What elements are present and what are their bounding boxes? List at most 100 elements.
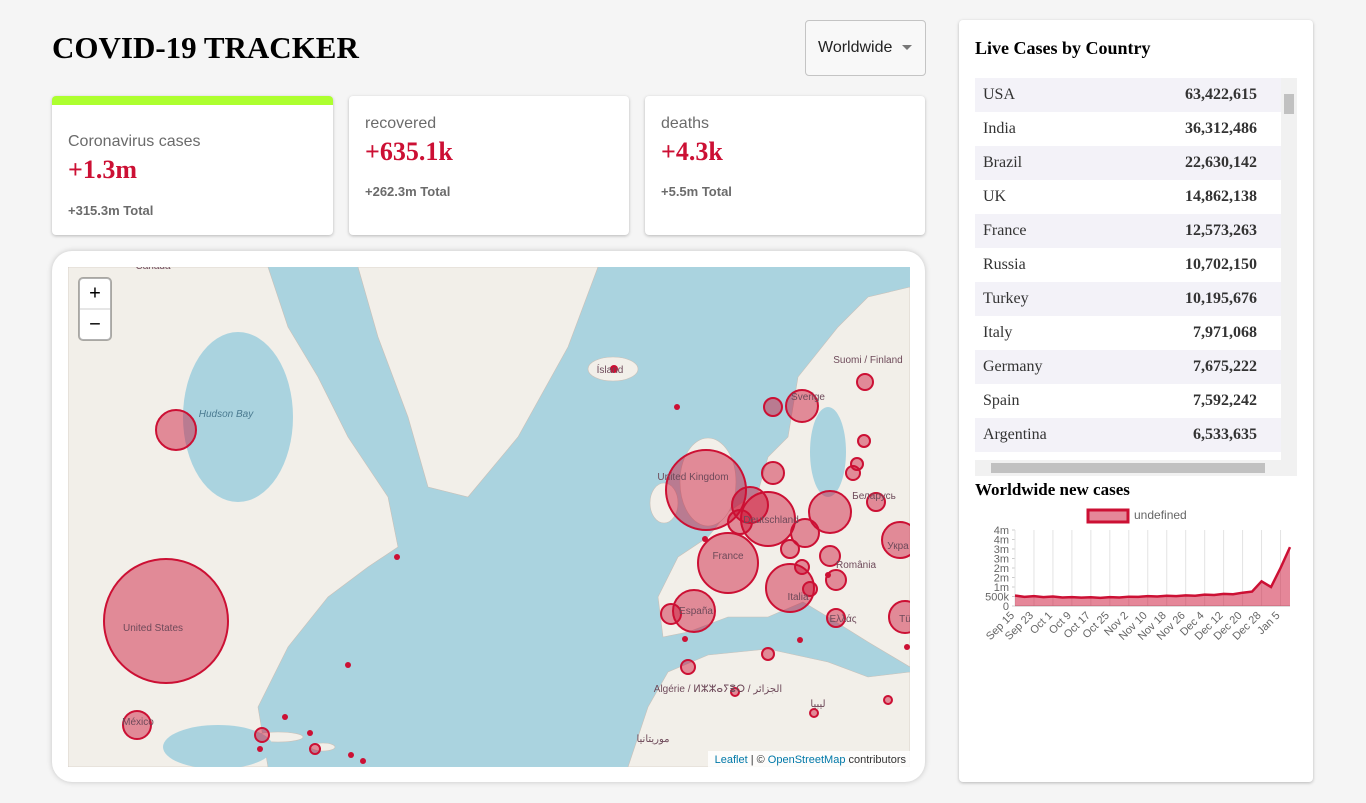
map-label: Укра xyxy=(887,541,909,552)
table-row: Brazil 22,630,142 xyxy=(975,146,1281,180)
line xyxy=(1014,546,1292,600)
h-scrollbar[interactable] xyxy=(975,460,1297,476)
map-label: România xyxy=(836,560,876,571)
y-tick-label: 3m xyxy=(994,544,1009,556)
cases: 12,573,263 xyxy=(1185,222,1257,239)
map-label: Canada xyxy=(135,267,170,272)
table-row: UK 14,862,138 xyxy=(975,180,1281,214)
map-label: موريتانيا xyxy=(636,734,669,745)
leaflet-link[interactable]: Leaflet xyxy=(715,754,748,766)
cases: 7,971,068 xyxy=(1193,324,1257,341)
attribution-separator: | © xyxy=(751,754,765,766)
map-label: México xyxy=(122,717,154,728)
country: France xyxy=(983,222,1027,239)
table-row: Turkey 10,195,676 xyxy=(975,282,1281,316)
table-row: France 12,573,263 xyxy=(975,214,1281,248)
inland-water xyxy=(163,332,846,767)
y-tick-label: 1m xyxy=(994,582,1009,594)
country: USA xyxy=(983,86,1016,103)
attribution: Leaflet | © OpenStreetMap contributors xyxy=(715,754,907,766)
table-row: USA 63,422,615 xyxy=(975,78,1281,112)
cases: 7,675,222 xyxy=(1193,358,1257,375)
legend-label: undefined xyxy=(1134,508,1187,522)
map-label: United Kingdom xyxy=(657,472,728,483)
stat-title: deaths xyxy=(661,115,710,132)
country: Spain xyxy=(983,392,1020,409)
chart-title: Worldwide new cases xyxy=(975,480,1130,499)
table-row: Italy 7,971,068 xyxy=(975,316,1281,350)
map[interactable]: Canada Hudson Bay Ísland Sverige Suomi /… xyxy=(68,267,910,767)
zoom-out[interactable]: − xyxy=(89,313,101,335)
osm-link[interactable]: OpenStreetMap xyxy=(768,754,846,766)
y-tick-label: 500k xyxy=(985,592,1009,604)
stat-total: +315.3m Total xyxy=(68,203,154,218)
map-labels: Canada Hudson Bay Ísland Sverige Suomi /… xyxy=(122,267,910,745)
map-label: ليبيا xyxy=(810,699,825,710)
map-label: Беларусь xyxy=(852,491,896,502)
attribution-bg xyxy=(708,751,910,767)
y-tick-label: 2m xyxy=(994,563,1009,575)
stat-today: +1.3m xyxy=(68,155,137,184)
cases: 63,422,615 xyxy=(1185,86,1257,103)
stat-title: recovered xyxy=(365,115,437,132)
cases: 36,312,486 xyxy=(1185,120,1257,137)
cases: 6,533,635 xyxy=(1193,426,1257,443)
map-label: Hudson Bay xyxy=(199,409,254,420)
country: Germany xyxy=(983,358,1043,375)
zoom-in[interactable]: + xyxy=(89,282,101,304)
country: Turkey xyxy=(983,290,1029,307)
map-label: Ελλάς xyxy=(829,613,856,625)
legend-swatch xyxy=(1086,508,1130,524)
cases: 10,702,150 xyxy=(1185,256,1257,273)
map-label: Italia xyxy=(787,592,809,603)
map-label: Algérie / ⵍⵣⵣⴰⵢⴻⵔ / الجزائر xyxy=(654,684,782,695)
case-dots xyxy=(257,365,910,764)
select-value: Worldwide xyxy=(818,39,893,56)
y-tick-label: 4m xyxy=(994,525,1009,537)
map-label: Deutschland xyxy=(743,515,799,526)
table-row: Germany 7,675,222 xyxy=(975,350,1281,384)
country-table[interactable]: USA 63,422,615 India 36,312,486 Brazil 22,630… xyxy=(975,78,1297,476)
country: Argentina xyxy=(983,426,1047,443)
map-label: France xyxy=(712,551,744,562)
dropdown-arrow xyxy=(902,45,912,50)
table-row: Russia 10,702,150 xyxy=(975,248,1281,282)
stat-card[interactable]: recovered +635.1k +262.3m Total xyxy=(349,96,629,235)
stat-total: +5.5m Total xyxy=(661,184,732,199)
v-scrollbar[interactable] xyxy=(1281,78,1297,460)
map-label: Suomi / Finland xyxy=(833,355,902,366)
table-row: Spain 7,592,242 xyxy=(975,384,1281,418)
stat-today: +635.1k xyxy=(365,137,453,166)
country: Brazil xyxy=(983,154,1023,171)
stat-total: +262.3m Total xyxy=(365,184,451,199)
country: UK xyxy=(983,188,1007,205)
cases: 14,862,138 xyxy=(1185,188,1257,205)
country: Italy xyxy=(983,324,1013,341)
case-circles xyxy=(103,373,910,755)
stat-today: +4.3k xyxy=(661,137,723,166)
table-title: Live Cases by Country xyxy=(975,38,1151,58)
stat-card[interactable]: deaths +4.3k +5.5m Total xyxy=(645,96,925,235)
country-select[interactable]: Worldwide xyxy=(805,20,926,76)
map-label: España xyxy=(679,606,713,617)
sidebar: Live Cases by Country USA 63,422,615 India… xyxy=(959,20,1313,782)
y-tick-label: 4m xyxy=(994,535,1009,547)
cases: 7,592,242 xyxy=(1193,392,1257,409)
stat-title: Coronavirus cases xyxy=(68,133,201,150)
y-tick-label: 3m xyxy=(994,554,1009,566)
table-row: India 36,312,486 xyxy=(975,112,1281,146)
y-tick-label: 2m xyxy=(994,573,1009,585)
cases: 10,195,676 xyxy=(1185,290,1257,307)
zoom-control: + − xyxy=(78,277,112,341)
table-row: Argentina 6,533,635 xyxy=(975,418,1281,452)
attribution-text: contributors xyxy=(849,754,907,766)
cases: 22,630,142 xyxy=(1185,154,1257,171)
country: Russia xyxy=(983,256,1026,273)
map-label: United States xyxy=(123,623,183,634)
map-label: Ísland xyxy=(597,363,624,376)
app-title: COVID-19 TRACKER xyxy=(52,30,359,65)
map-label: Tü xyxy=(899,614,910,625)
stat-card[interactable]: Coronavirus cases +1.3m +315.3m Total xyxy=(52,96,333,235)
